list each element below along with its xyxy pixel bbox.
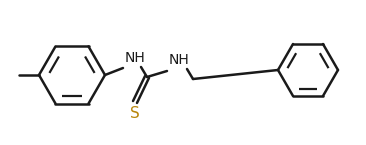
Text: NH: NH: [125, 51, 146, 65]
Text: S: S: [130, 106, 140, 121]
Text: NH: NH: [169, 53, 190, 67]
